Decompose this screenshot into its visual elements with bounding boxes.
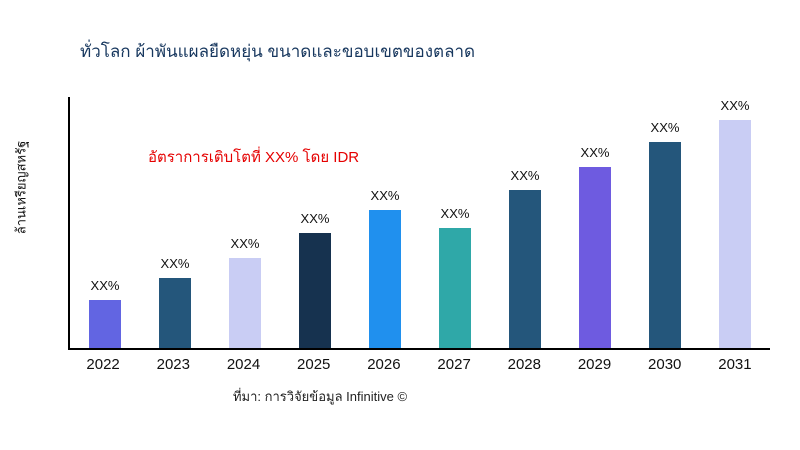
bar-value-label: XX%: [440, 205, 470, 221]
y-axis-label-text: ล้านเหรียญสหรัฐ: [13, 140, 29, 234]
bar-slot: XX%: [210, 97, 280, 348]
bar-slot: XX%: [630, 97, 700, 348]
bar-2028: [509, 189, 541, 348]
chart-title: ทั่วโลก ผ้าพันแผลยืดหยุ่น ขนาดและขอบเขตข…: [80, 42, 476, 61]
bar-2027: [439, 227, 471, 348]
x-axis-label-2029: 2029: [577, 356, 612, 373]
growth-rate-annotation: อัตราการเติบโตที่ XX% โดย IDR: [148, 149, 360, 166]
bar-value-label: XX%: [160, 255, 190, 271]
bar-2026: [369, 209, 401, 348]
y-axis-label: ล้านเหรียญสหรัฐ: [8, 97, 34, 277]
bar-value-label: XX%: [230, 235, 260, 251]
bar-2022: [89, 300, 121, 348]
bar-2031: [719, 119, 751, 348]
bar-2029: [579, 167, 611, 348]
bar-value-label: XX%: [90, 278, 120, 294]
source-note: ที่มา: การวิจัยข้อมูล Infinitive ©: [232, 389, 408, 404]
bar-value-label: XX%: [580, 145, 610, 161]
bar-value-label: XX%: [650, 120, 680, 136]
bar-2023: [159, 277, 191, 348]
bar-slot: XX%: [700, 97, 770, 348]
plot-area: XX% XX% XX% XX% XX% XX% XX% XX% XX% XX%: [68, 97, 770, 350]
bar-slot: XX%: [420, 97, 490, 348]
bar-value-label: XX%: [370, 187, 400, 203]
x-axis-label-2030: 2030: [648, 356, 682, 373]
bar-slot: XX%: [70, 97, 140, 348]
bar-value-label: XX%: [300, 210, 330, 226]
x-axis-label-2027: 2027: [437, 356, 471, 373]
x-axis-label-2022: 2022: [86, 356, 120, 373]
x-axis-label-2023: 2023: [156, 356, 190, 373]
bar-slot: XX%: [560, 97, 630, 348]
x-axis-label-2024: 2024: [226, 356, 261, 373]
bar-value-label: XX%: [510, 167, 540, 183]
x-axis-labels: 2022 2023 2024 2025 2026 2027 2028 2029 2030 2031: [68, 356, 770, 373]
bar-2025: [299, 232, 331, 348]
bar-slot: XX%: [490, 97, 560, 348]
x-axis-label-2025: 2025: [297, 356, 331, 373]
x-axis-label-2026: 2026: [367, 356, 401, 373]
bar-slot: XX%: [280, 97, 350, 348]
bar-2030: [649, 142, 681, 348]
bar-slot: XX%: [350, 97, 420, 348]
x-axis-label-2028: 2028: [507, 356, 541, 373]
bar-value-label: XX%: [720, 97, 750, 113]
bar-slot: XX%: [140, 97, 210, 348]
x-axis-label-2031: 2031: [718, 356, 752, 373]
bar-2024: [229, 257, 261, 348]
